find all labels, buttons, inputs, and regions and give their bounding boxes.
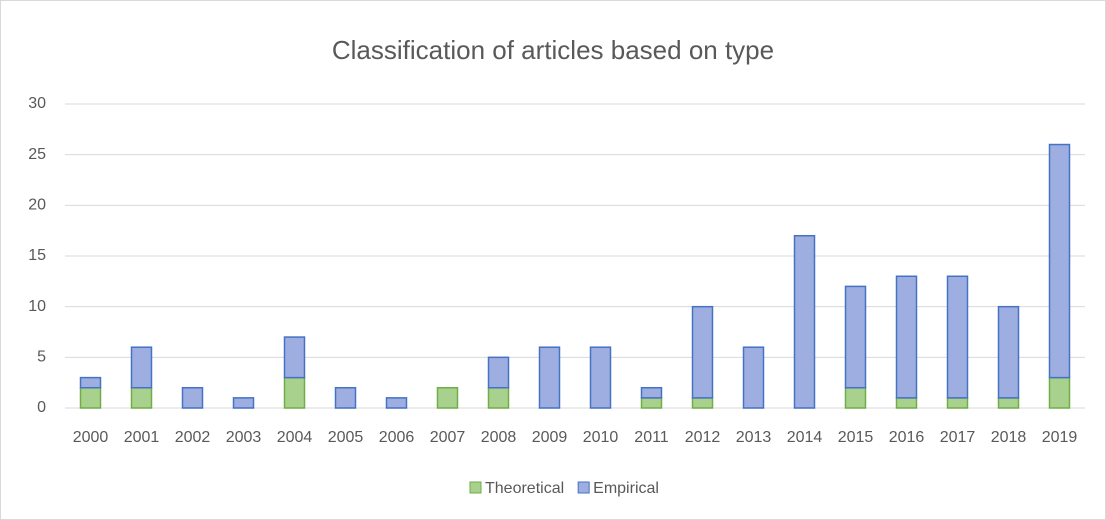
x-tick-label: 2000 (73, 429, 109, 446)
bar-segment (895, 397, 918, 409)
bar-segment (334, 386, 357, 409)
bar-segment (946, 397, 969, 409)
legend-swatch (469, 481, 482, 494)
bar-segment (844, 386, 867, 409)
x-tick-label: 2016 (889, 429, 925, 446)
y-tick-label: 30 (28, 95, 46, 112)
x-tick-label: 2013 (736, 429, 772, 446)
chart-title: Classification of articles based on type (332, 35, 774, 65)
legend-swatch (577, 481, 590, 494)
x-tick-label: 2003 (226, 429, 262, 446)
x-tick-label: 2019 (1042, 429, 1078, 446)
x-tick-label: 2012 (685, 429, 721, 446)
legend-label: Empirical (593, 480, 659, 497)
bar-segment (691, 397, 714, 409)
x-tick-label: 2018 (991, 429, 1027, 446)
bar-segment (640, 397, 663, 409)
x-tick-label: 2006 (379, 429, 415, 446)
bar-segment (436, 386, 459, 409)
x-tick-label: 2009 (532, 429, 568, 446)
x-tick-label: 2002 (175, 429, 211, 446)
x-tick-label: 2011 (634, 429, 669, 446)
bar-segment (181, 386, 204, 409)
bar-segment (283, 376, 306, 409)
bar-segment (1048, 376, 1071, 409)
x-tick-label: 2014 (787, 429, 823, 446)
bar-segment (79, 376, 102, 389)
bar-segment (79, 386, 102, 409)
bar-segment (946, 275, 969, 399)
bar-segment (130, 346, 153, 389)
y-tick-label: 20 (28, 197, 46, 214)
bar-segment (691, 305, 714, 399)
x-tick-label: 2008 (481, 429, 517, 446)
x-tick-label: 2010 (583, 429, 619, 446)
bar-segment (385, 397, 408, 409)
x-tick-label: 2004 (277, 429, 313, 446)
legend-label: Theoretical (485, 480, 564, 497)
y-tick-label: 25 (28, 146, 46, 163)
bar-segment (487, 386, 510, 409)
y-tick-label: 15 (28, 247, 46, 264)
bar-segment (1048, 143, 1071, 379)
y-tick-label: 5 (37, 349, 46, 366)
bar-segment (895, 275, 918, 399)
x-tick-label: 2005 (328, 429, 364, 446)
bar-segment (487, 356, 510, 389)
bar-segment (793, 234, 816, 409)
bar-segment (232, 397, 255, 409)
x-tick-label: 2007 (430, 429, 466, 446)
bar-segment (997, 305, 1020, 399)
x-tick-label: 2001 (124, 429, 160, 446)
bar-segment (844, 285, 867, 389)
bar-segment (589, 346, 612, 409)
bar-segment (742, 346, 765, 409)
bar-segment (538, 346, 561, 409)
bar-segment (997, 397, 1020, 409)
y-tick-label: 10 (28, 298, 46, 315)
bar-segment (640, 386, 663, 399)
x-tick-label: 2015 (838, 429, 874, 446)
bar-segment (283, 336, 306, 379)
y-tick-label: 0 (37, 399, 46, 416)
bar-segment (130, 386, 153, 409)
x-tick-label: 2017 (940, 429, 976, 446)
